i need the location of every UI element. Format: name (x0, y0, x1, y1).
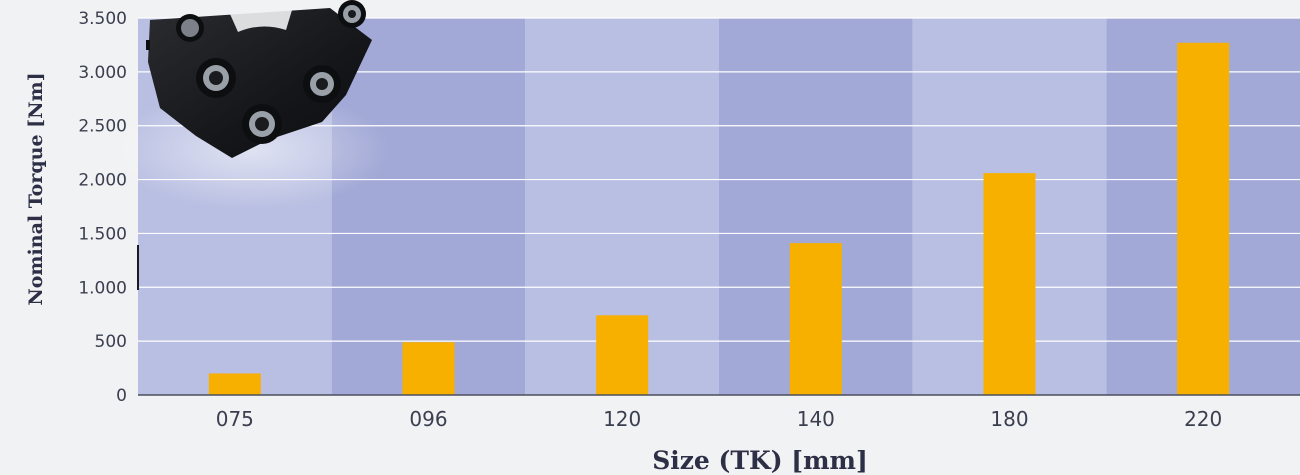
x-tick-label: 220 (1184, 407, 1222, 431)
y-tick-label: 1.500 (78, 224, 127, 244)
y-tick-label: 500 (95, 332, 127, 352)
y-tick-label: 2.500 (78, 117, 127, 137)
bar-140 (789, 243, 842, 395)
x-tick-label: 120 (603, 407, 641, 431)
x-tick-label: 140 (797, 407, 835, 431)
column-band (331, 18, 526, 395)
y-tick-label: 1.000 (78, 278, 127, 298)
y-tick-label: 3.000 (78, 63, 127, 83)
y-tick-label: 0 (116, 386, 127, 406)
bar-096 (402, 342, 455, 395)
y-axis-title: Nominal Torque [Nm] (25, 72, 47, 305)
bar-120 (596, 315, 649, 395)
x-tick-label: 096 (409, 407, 447, 431)
bars (208, 42, 1230, 395)
y-tick-label: 2.000 (78, 171, 127, 191)
x-tick-label: 075 (216, 407, 254, 431)
coupling-product-image (110, 0, 390, 290)
bar-220 (1177, 42, 1230, 395)
x-tick-labels: 075 096 120 140 180 220 (216, 407, 1223, 431)
bar-180 (983, 173, 1036, 395)
x-tick-label: 180 (990, 407, 1028, 431)
y-tick-labels: 0 500 1.000 1.500 2.000 2.500 3.000 3.500 (78, 9, 127, 406)
bar-075 (208, 373, 261, 395)
y-tick-label: 3.500 (78, 9, 127, 29)
x-axis-title: Size (TK) [mm] (652, 446, 868, 475)
